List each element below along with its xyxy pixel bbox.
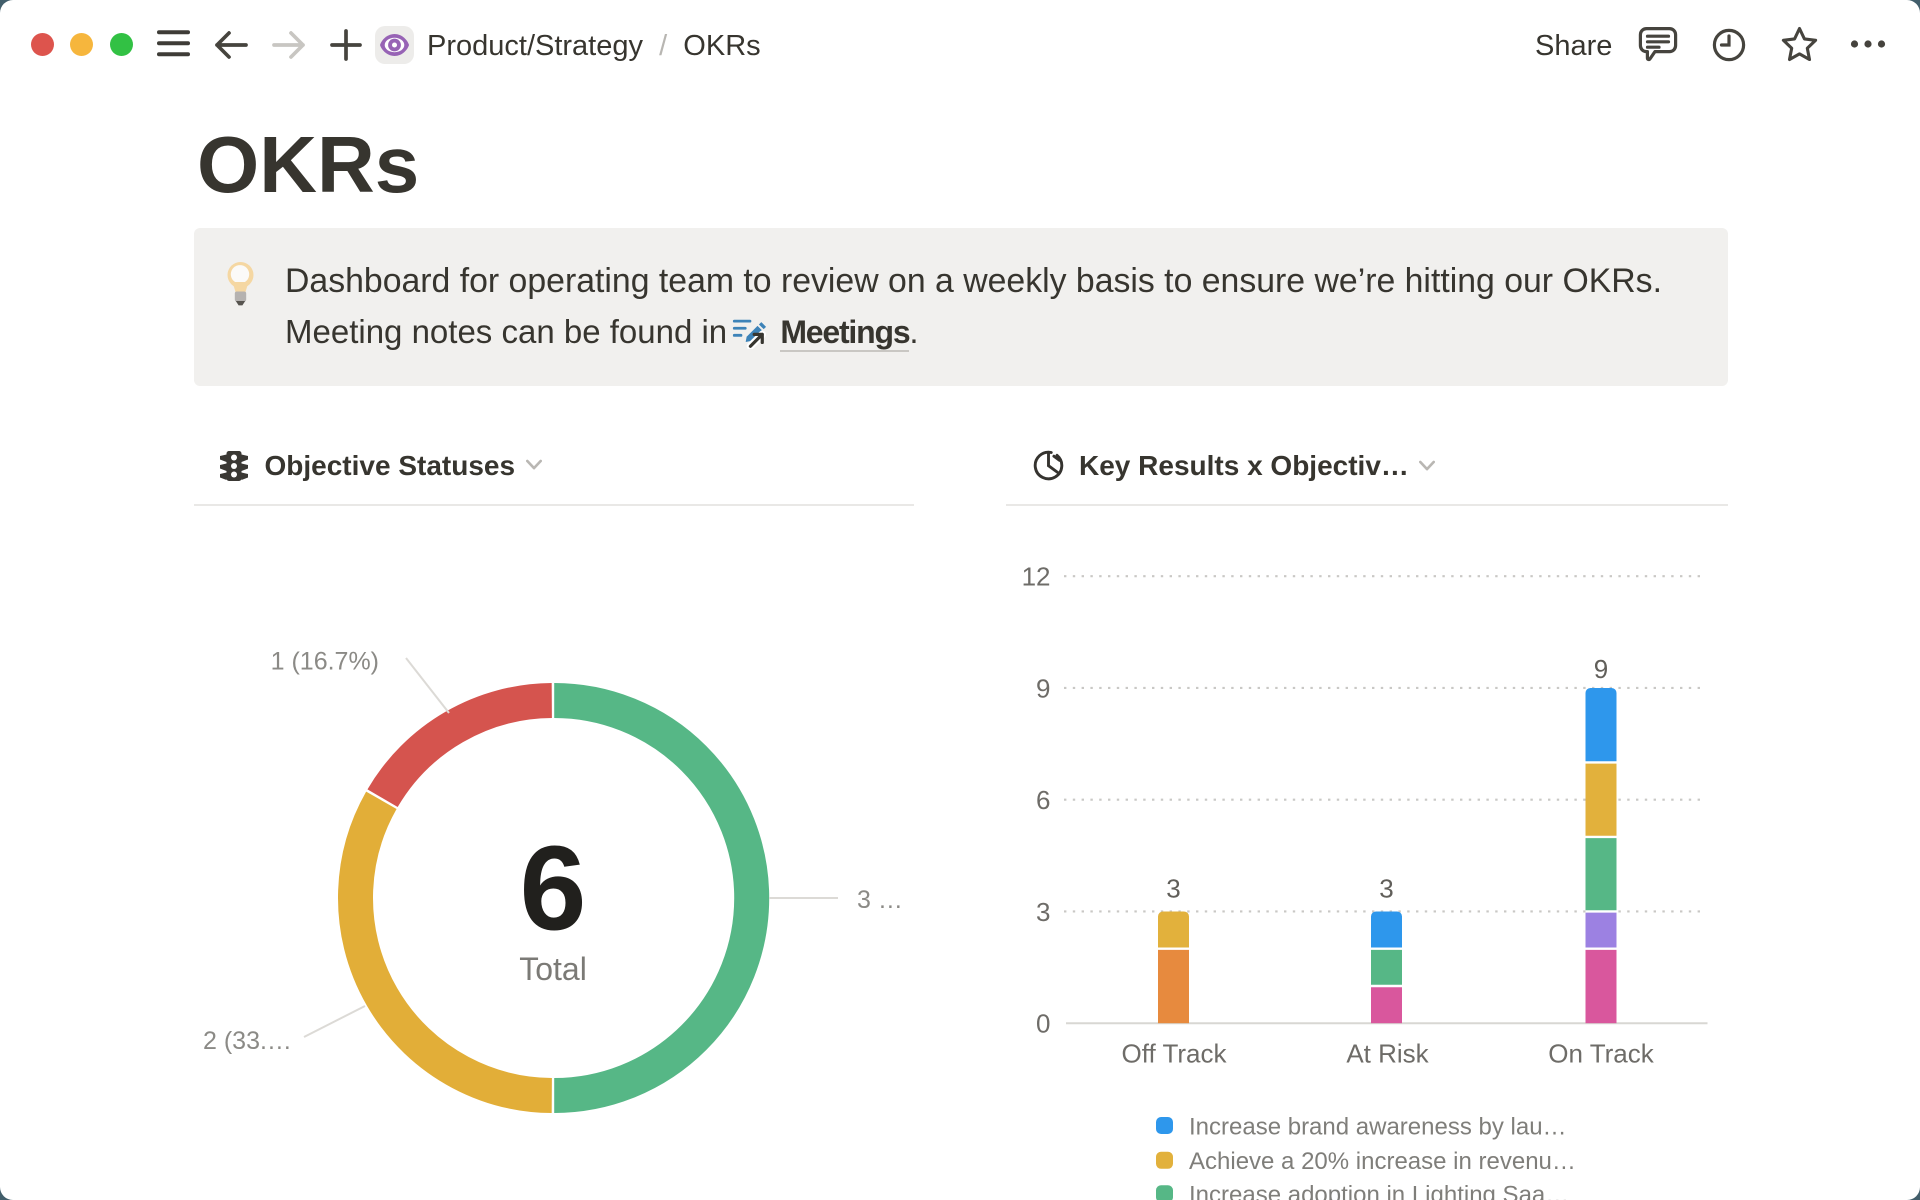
svg-text:9: 9 (1594, 654, 1608, 684)
svg-text:2 (33.…: 2 (33.… (203, 1027, 292, 1055)
svg-text:Increase brand awareness by la: Increase brand awareness by lau… (1189, 1113, 1567, 1140)
svg-text:Off Track: Off Track (1122, 1039, 1228, 1069)
svg-text:At Risk: At Risk (1346, 1039, 1429, 1069)
svg-text:3: 3 (1379, 873, 1393, 903)
svg-text:6: 6 (520, 822, 587, 956)
svg-text:3: 3 (1166, 873, 1180, 903)
svg-text:3: 3 (1036, 897, 1050, 927)
svg-text:Increase adoption in Lighting: Increase adoption in Lighting Saa… (1189, 1182, 1569, 1200)
svg-text:Achieve a 20% increase in reve: Achieve a 20% increase in revenu… (1189, 1148, 1576, 1175)
svg-text:0: 0 (1036, 1009, 1050, 1039)
svg-text:On Track: On Track (1548, 1039, 1654, 1069)
svg-text:12: 12 (1022, 562, 1051, 592)
svg-text:1 (16.7%): 1 (16.7%) (271, 648, 379, 676)
svg-text:9: 9 (1036, 673, 1050, 703)
svg-text:3 …: 3 … (857, 886, 903, 914)
svg-text:Total: Total (519, 951, 587, 987)
svg-text:6: 6 (1036, 785, 1050, 815)
